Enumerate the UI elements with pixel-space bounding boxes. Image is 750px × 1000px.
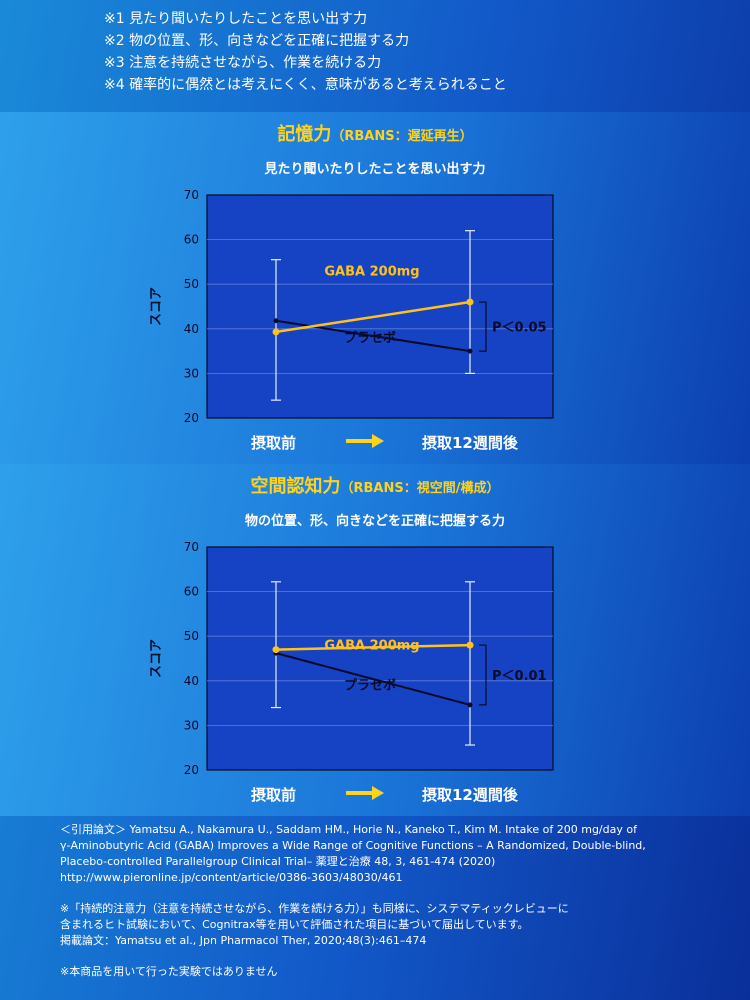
y-tick-label: 40	[184, 674, 199, 688]
plot-area	[206, 194, 554, 419]
panel-subtitle: 見たり聞いたりしたことを思い出す力	[264, 162, 486, 177]
panel-subtitle: 物の位置、形、向きなどを正確に把握する力	[244, 514, 505, 529]
spatial-panel: 空間認知力（RBANS：視空間/構成） 物の位置、形、向きなどを正確に把握する力…	[0, 464, 750, 816]
y-axis-label: スコア	[149, 639, 164, 678]
gaba-point	[272, 646, 280, 654]
ref-url: http://www.pieronline.jp/content/article…	[60, 871, 403, 884]
significance-bracket	[479, 644, 487, 706]
note-line: 掲載論文：Yamatsu et al., Jpn Pharmacol Ther,…	[60, 934, 427, 947]
y-tick-label: 50	[184, 277, 199, 291]
ref-line: Placebo-controlled Parallelgroup Clinica…	[60, 855, 496, 868]
placebo-series-label: プラセボ	[344, 678, 396, 694]
references: ＜引用論文＞ Yamatsu A., Nakamura U., Saddam H…	[60, 822, 646, 980]
y-tick-label: 60	[184, 585, 199, 599]
significance-label: P＜0.01	[492, 669, 547, 684]
panel-title-sub: （RBANS：視空間/構成）	[340, 481, 500, 496]
gaba-series-label: GABA 200mg	[324, 639, 419, 654]
spatial-chart: 20 30 40 50 60 70 スコア GABA 200mg プラセボ P＜0.01	[149, 540, 554, 777]
y-tick-label: 20	[184, 763, 199, 777]
gaba-point	[466, 298, 474, 306]
y-tick-label: 30	[184, 718, 199, 732]
footnote-1: ※1 見たり聞いたりしたことを思い出す力	[104, 11, 368, 27]
memory-chart: 20 30 40 50 60 70 スコア GABA 200mg プラセボ P＜0.05	[149, 188, 554, 425]
x-label-end: 摂取12週間後	[422, 434, 518, 452]
ref-line: ＜引用論文＞ Yamatsu A., Nakamura U., Saddam H…	[60, 823, 637, 836]
footnote-2: ※2 物の位置、形、向きなどを正確に把握する力	[104, 33, 410, 49]
y-tick-label: 60	[184, 233, 199, 247]
placebo-line	[275, 652, 471, 706]
note-line: 含まれるヒト試験において、Cognitrax等を用いて評価された項目に基づいて届…	[60, 918, 529, 931]
panel-title: 記憶力（RBANS：遅延再生）	[0, 120, 750, 146]
footnote-3: ※3 注意を持続させながら、作業を続ける力	[104, 55, 382, 71]
y-tick-label: 20	[184, 411, 199, 425]
placebo-series-label: プラセボ	[344, 330, 396, 346]
placebo-point	[467, 702, 473, 708]
disclaimer: ※本商品を用いて行った実験ではありません	[60, 965, 278, 978]
placebo-point	[467, 348, 473, 354]
panel-title-main: 記憶力	[277, 124, 332, 145]
placebo-point	[273, 318, 279, 324]
footnote-4: ※4 確率的に偶然とは考えにくく、意味があると考えられること	[104, 77, 507, 93]
x-label-start: 摂取前	[251, 434, 297, 452]
gaba-point	[466, 641, 474, 649]
x-label-start: 摂取前	[251, 786, 297, 804]
footnotes-top: ※1 見たり聞いたりしたことを思い出す力 ※2 物の位置、形、向きなどを正確に把…	[104, 8, 507, 96]
x-label-end: 摂取12週間後	[422, 786, 518, 804]
panel-title-sub: （RBANS：遅延再生）	[331, 129, 473, 144]
gaba-series-label: GABA 200mg	[324, 264, 419, 279]
panel-title: 空間認知力（RBANS：視空間/構成）	[0, 472, 750, 498]
ref-line: γ-Aminobutyric Acid (GABA) Improves a Wi…	[60, 839, 646, 852]
y-axis-label: スコア	[149, 287, 164, 326]
y-tick-label: 50	[184, 629, 199, 643]
y-tick-label: 70	[184, 540, 199, 554]
plot-area	[206, 546, 554, 771]
panel-title-main: 空間認知力	[250, 476, 341, 497]
y-tick-label: 40	[184, 322, 199, 336]
note-line: ※「持続的注意力（注意を持続させながら、作業を続ける力）」も同様に、システマティ…	[60, 902, 569, 915]
significance-bracket	[479, 301, 487, 352]
arrow-right-icon	[346, 784, 386, 802]
memory-panel: 記憶力（RBANS：遅延再生） 見たり聞いたりしたことを思い出す力 20 30 40…	[0, 112, 750, 464]
gaba-point	[272, 328, 280, 336]
gaba-line	[275, 643, 471, 651]
y-tick-label: 70	[184, 188, 199, 202]
arrow-right-icon	[346, 432, 386, 450]
y-tick-label: 30	[184, 366, 199, 380]
gaba-line	[275, 300, 471, 334]
significance-label: P＜0.05	[492, 321, 547, 336]
